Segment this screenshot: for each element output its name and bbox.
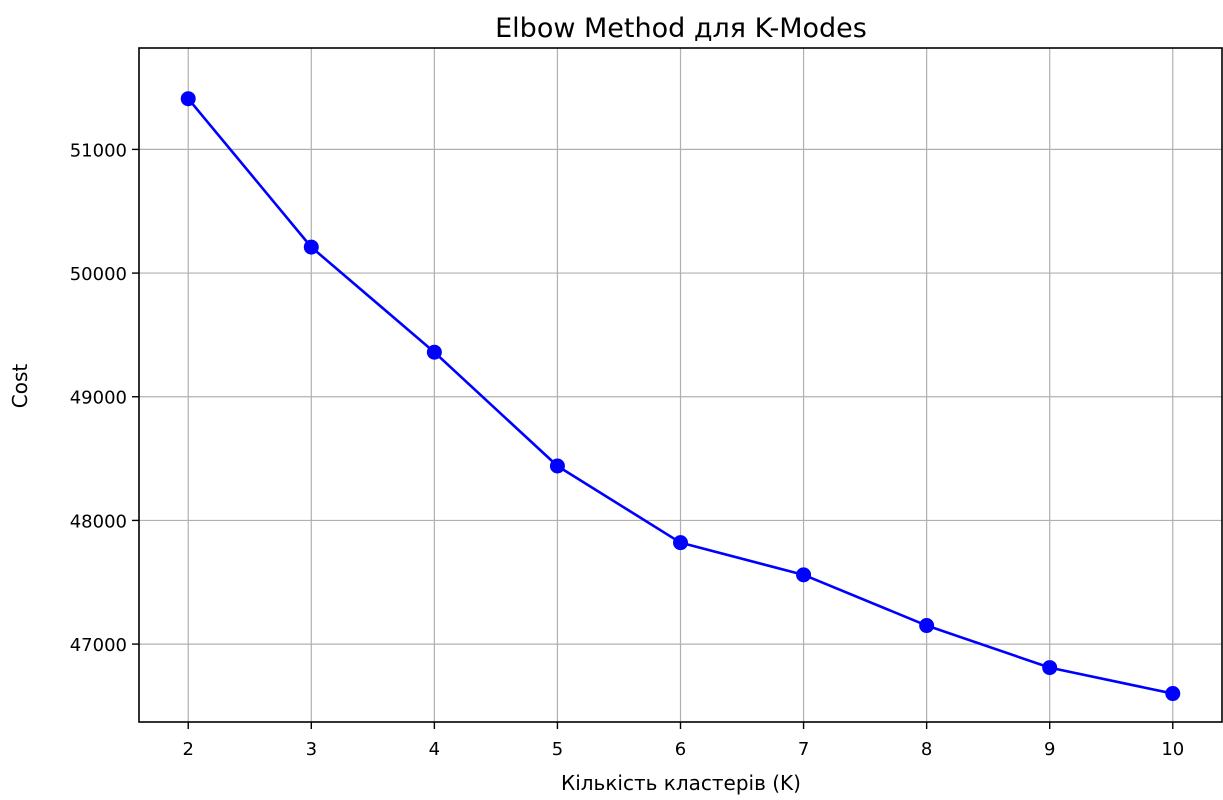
y-axis-label: Cost [8,364,32,409]
x-tick-label: 7 [798,739,809,760]
chart-title: Elbow Method для K-Modes [495,13,867,44]
grid-lines [139,48,1222,722]
axis-ticks: 2 3 4 5 6 7 8 9 10 47000 48000 49000 50000 51000 [70,140,1184,760]
data-point [919,618,935,634]
x-tick-label: 6 [675,739,686,760]
data-point [180,91,196,107]
y-tick-label: 51000 [70,140,127,161]
x-tick-label: 2 [183,739,194,760]
data-point [303,239,319,255]
data-point [549,458,565,474]
series-layer [180,91,1181,702]
x-tick-label: 5 [552,739,563,760]
x-tick-label: 10 [1161,739,1184,760]
y-tick-label: 47000 [70,635,127,656]
y-tick-label: 50000 [70,264,127,285]
data-point [1042,660,1058,676]
data-point [1165,686,1181,702]
x-tick-label: 9 [1044,739,1055,760]
x-axis-label: Кількість кластерів (K) [561,771,801,795]
x-tick-label: 4 [429,739,440,760]
x-tick-label: 8 [921,739,932,760]
data-point [673,535,688,551]
y-tick-label: 48000 [70,511,127,532]
data-point [796,567,812,583]
x-tick-label: 3 [306,739,317,760]
data-point [426,344,442,360]
y-tick-label: 49000 [70,388,127,409]
